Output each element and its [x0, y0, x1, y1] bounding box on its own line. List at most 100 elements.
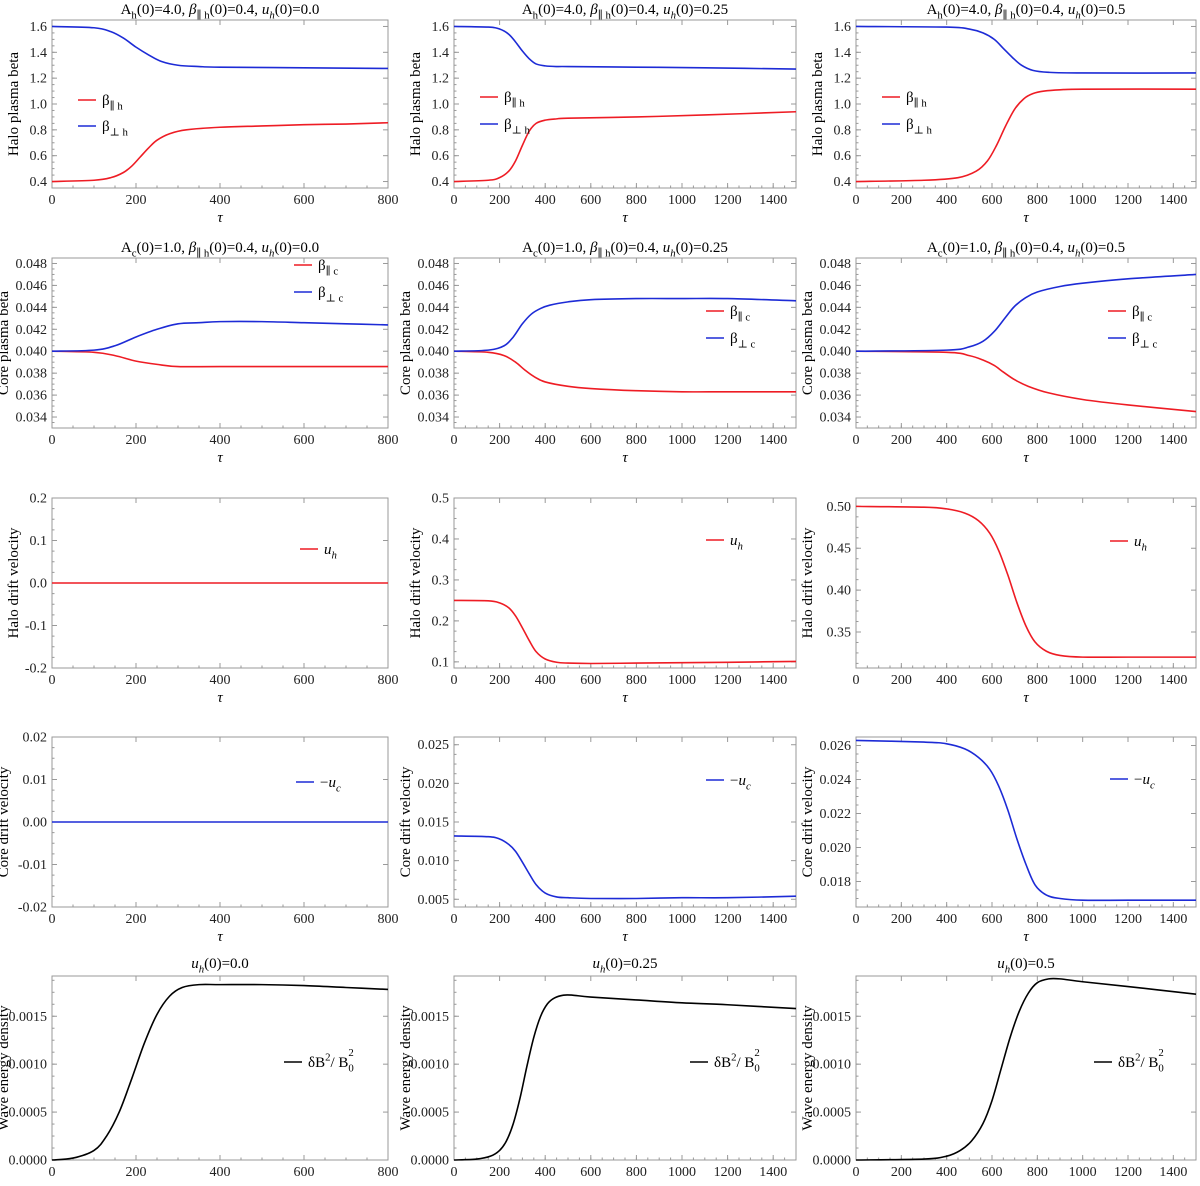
x-tick-label: 0: [451, 1165, 458, 1180]
y-tick-label: 0.042: [820, 323, 852, 338]
y-tick-label: 0.8: [432, 123, 450, 138]
y-axis-label: Core drift velocity: [800, 766, 816, 877]
y-tick-label: 1.4: [30, 46, 48, 61]
y-axis-label: Core plasma beta: [800, 291, 816, 395]
x-tick-label: 200: [489, 433, 510, 448]
x-tick-label: 400: [535, 673, 556, 688]
y-tick-label: 0.048: [418, 257, 450, 272]
y-tick-label: 1.0: [30, 98, 48, 113]
x-tick-label: 0: [451, 673, 458, 688]
x-tick-label: 200: [489, 1165, 510, 1180]
x-tick-label: 200: [489, 673, 510, 688]
x-tick-label: 0: [451, 193, 458, 208]
legend-label: δB2/ B02: [714, 1047, 760, 1074]
y-axis-label: Wave energy density: [0, 1005, 12, 1131]
x-tick-label: 600: [294, 433, 315, 448]
x-tick-label: 200: [891, 193, 912, 208]
y-tick-label: 0.010: [418, 854, 450, 869]
y-tick-label: 1.0: [834, 98, 852, 113]
x-tick-label: 1400: [759, 1165, 787, 1180]
x-tick-label: 600: [982, 912, 1003, 927]
x-tick-label: 800: [626, 193, 647, 208]
x-tick-label: 600: [294, 912, 315, 927]
x-tick-label: 1200: [714, 1165, 742, 1180]
legend-label: uh: [730, 533, 743, 553]
x-tick-label: 1200: [1114, 193, 1142, 208]
y-axis-label: Halo drift velocity: [6, 527, 22, 638]
x-tick-label: 600: [580, 433, 601, 448]
y-tick-label: 1.6: [834, 20, 852, 35]
x-axis-label: τ: [1023, 929, 1029, 945]
chart-title: Ac(0)=1.0, β∥ h(0)=0.4, uh(0)=0.5: [927, 240, 1125, 260]
chart-title: uh(0)=0.0: [191, 956, 249, 976]
y-tick-label: 0.6: [30, 149, 48, 164]
x-tick-label: 1200: [1114, 433, 1142, 448]
x-tick-label: 800: [378, 433, 399, 448]
chart-title: uh(0)=0.5: [997, 956, 1055, 976]
x-tick-label: 0: [451, 433, 458, 448]
y-tick-label: -0.01: [18, 858, 47, 873]
panel-r4-c1: 0 200 400 600 800 1000 1200 1400 0.0000 0.0005 0.0…: [398, 956, 797, 1186]
x-tick-label: 1000: [668, 433, 696, 448]
y-axis-label: Core drift velocity: [398, 766, 414, 877]
legend-label: β⊥ c: [1132, 331, 1157, 351]
y-tick-label: 0.044: [418, 301, 450, 316]
y-tick-label: 0.35: [827, 625, 852, 640]
chart-title: Ac(0)=1.0, β∥ h(0)=0.4, uh(0)=0.25: [522, 240, 728, 260]
series-line-blue: [51, 25, 389, 70]
x-tick-label: 600: [580, 673, 601, 688]
y-tick-label: 0.038: [16, 367, 48, 382]
y-axis-label: Core drift velocity: [0, 766, 12, 877]
x-tick-label: 600: [982, 1165, 1003, 1180]
legend-label: δB2/ B02: [308, 1047, 354, 1074]
y-tick-label: 0.036: [16, 389, 48, 404]
y-tick-label: 0.038: [820, 367, 852, 382]
series-line-blue: [855, 25, 1197, 74]
legend-label: β∥ h: [504, 90, 525, 110]
x-tick-label: 0: [853, 1165, 860, 1180]
y-tick-label: 0.020: [418, 777, 450, 792]
y-tick-label: 1.4: [432, 46, 450, 61]
x-tick-label: 200: [126, 433, 147, 448]
y-tick-label: 0.0005: [813, 1106, 852, 1121]
x-tick-label: 1000: [668, 912, 696, 927]
x-tick-label: 600: [294, 193, 315, 208]
x-tick-label: 400: [936, 193, 957, 208]
x-tick-label: 400: [210, 912, 231, 927]
y-tick-label: 0.0015: [9, 1010, 48, 1025]
x-tick-label: 400: [535, 1165, 556, 1180]
y-tick-label: 0.8: [30, 123, 48, 138]
panel-r3-c0: 0 200 400 600 800 -0.02 -0.01 0.00 0.01 0.02 −uc τ C…: [0, 731, 399, 946]
x-axis-label: τ: [217, 929, 223, 945]
y-tick-label: 0.0010: [9, 1058, 48, 1073]
series-line-red: [51, 121, 389, 183]
x-axis-label: τ: [622, 450, 628, 466]
x-tick-label: 800: [378, 1165, 399, 1180]
x-axis-label: τ: [622, 929, 628, 945]
x-tick-label: 200: [891, 912, 912, 927]
y-tick-label: 0.0000: [9, 1154, 48, 1169]
legend-label: uh: [324, 542, 337, 562]
x-tick-label: 800: [626, 673, 647, 688]
x-tick-label: 1400: [759, 673, 787, 688]
x-tick-label: 200: [489, 193, 510, 208]
y-tick-label: 0.00: [23, 816, 48, 831]
series-line-black: [453, 994, 797, 1161]
x-axis-label: τ: [1023, 210, 1029, 226]
y-tick-label: 0.034: [418, 411, 450, 426]
x-axis-label: τ: [217, 450, 223, 466]
y-tick-label: 0.0015: [411, 1010, 450, 1025]
y-tick-label: 0.026: [820, 739, 852, 754]
y-tick-label: 1.0: [432, 98, 450, 113]
y-tick-label: 0.022: [820, 807, 852, 822]
x-tick-label: 600: [982, 193, 1003, 208]
x-tick-label: 0: [451, 912, 458, 927]
y-tick-label: 0.024: [820, 773, 852, 788]
x-tick-label: 800: [1027, 1165, 1048, 1180]
series-line-red: [855, 505, 1196, 659]
y-tick-label: -0.1: [25, 619, 47, 634]
y-tick-label: 1.2: [834, 72, 852, 87]
x-tick-label: 1200: [714, 433, 742, 448]
y-tick-label: 0.45: [827, 542, 852, 557]
x-tick-label: 200: [891, 673, 912, 688]
